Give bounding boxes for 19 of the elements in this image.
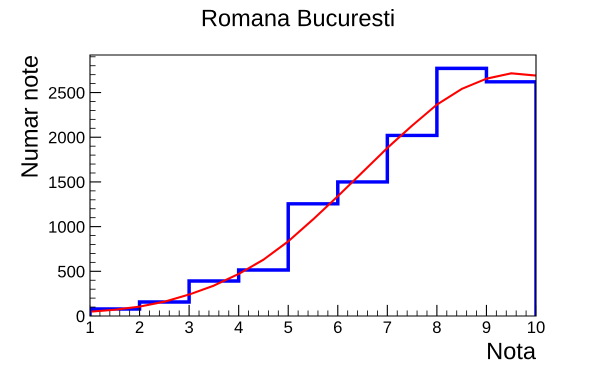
x-tick-label: 5 xyxy=(284,321,292,334)
x-tick-label: 1 xyxy=(86,321,94,333)
y-tick-label: 1000 xyxy=(49,221,84,233)
x-tick-label: 7 xyxy=(384,321,392,333)
x-tick-label: 10 xyxy=(528,321,545,334)
y-tick-label: 500 xyxy=(58,266,84,278)
y-tick-label: 2000 xyxy=(48,132,84,144)
x-tick-label: 9 xyxy=(482,321,490,334)
y-tick-label: 1500 xyxy=(49,176,84,188)
x-tick-label: 8 xyxy=(432,321,441,334)
y-tick-label: 2500 xyxy=(48,86,84,99)
x-tick-label: 2 xyxy=(136,321,144,333)
x-tick-label: 3 xyxy=(185,321,194,334)
chart-title: Romana Bucuresti xyxy=(202,8,394,26)
x-tick-label: 4 xyxy=(234,321,243,333)
x-axis-title: Nota xyxy=(488,342,536,360)
x-tick-label: 6 xyxy=(334,321,342,334)
y-axis-title: Numar note xyxy=(21,56,38,176)
y-tick-label: 0 xyxy=(76,310,84,322)
